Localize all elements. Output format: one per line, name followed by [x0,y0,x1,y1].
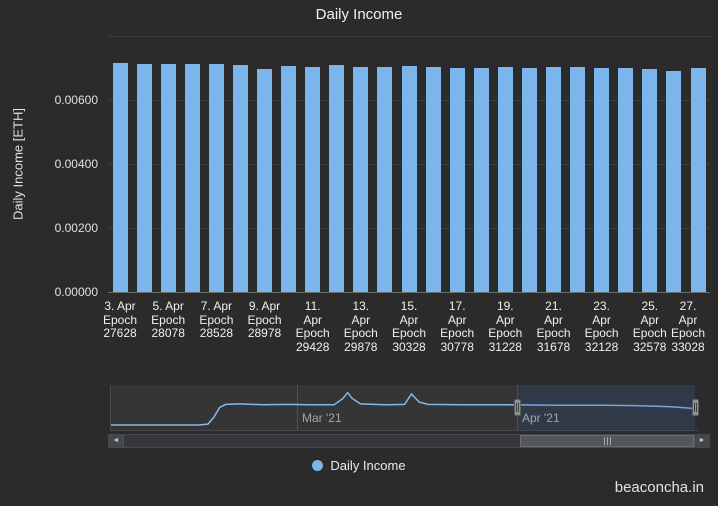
bar[interactable] [570,66,586,292]
navigator-series-line [111,391,698,426]
navigator-gridline [297,385,298,430]
navigator-month-label: Mar '21 [302,411,342,425]
bar[interactable] [160,63,176,292]
xtick-label: 17. Apr Epoch 30778 [440,299,475,354]
bar[interactable] [497,66,513,292]
x-axis-line [108,292,710,293]
bar[interactable] [546,67,561,292]
grip-icon [606,437,608,445]
xtick-label: 13. Apr Epoch 29878 [343,299,378,354]
grip-icon [609,437,611,445]
navigator-scrollbar[interactable]: ◄ ► [108,434,710,448]
bar[interactable] [401,66,417,292]
bar[interactable] [353,67,369,292]
bar[interactable] [618,68,634,292]
bar[interactable] [305,66,321,292]
bar[interactable] [208,64,224,292]
bar[interactable] [666,70,682,292]
navigator-month-label: Apr '21 [522,411,560,425]
legend-item-daily-income[interactable]: Daily Income [330,458,406,473]
xtick-label: 27. Apr Epoch 33028 [670,299,706,354]
bar[interactable] [425,67,441,292]
xtick-label: 19. Apr Epoch 31228 [488,299,523,354]
chart-title: Daily Income [315,6,403,23]
ytick-label: 0.00400 [54,157,98,171]
bar[interactable] [521,67,537,292]
ytick-label: 0.00200 [54,221,98,235]
bar[interactable] [449,68,465,292]
scrollbar-thumb[interactable] [520,435,694,447]
xtick-label: 9. Apr Epoch 28978 [247,299,282,340]
bar[interactable] [329,65,345,292]
xtick-label: 21. Apr Epoch 31678 [536,299,571,354]
navigator-mask-outside [111,385,517,430]
watermark-beaconcha: beaconcha.in [614,479,704,496]
navigator-handle-right[interactable] [692,399,699,416]
bar[interactable] [112,62,128,292]
xtick-label: 3. Apr Epoch 27628 [102,299,138,340]
gridline [108,36,710,37]
bar[interactable] [377,66,393,292]
bar[interactable] [642,69,658,292]
xtick-label: 23. Apr Epoch 32128 [584,299,619,354]
bar[interactable] [473,67,489,292]
bar[interactable] [594,67,610,292]
xtick-label: 7. Apr Epoch 28528 [199,299,234,340]
legend: Daily Income [0,458,718,473]
xtick-label: 11. Apr Epoch 29428 [295,299,330,354]
bar[interactable] [281,65,297,292]
navigator-handle-left[interactable] [514,399,521,416]
scrollbar-right-arrow-icon[interactable]: ► [694,435,709,447]
bar[interactable] [690,68,706,292]
navigator-selected-range[interactable] [517,385,695,430]
bar[interactable] [184,63,200,292]
bar[interactable] [232,65,248,292]
ytick-label: 0.00000 [54,285,98,299]
grip-icon [603,437,605,445]
xtick-label: 15. Apr Epoch 30328 [391,299,427,354]
xtick-label: 25. Apr Epoch 32578 [632,299,667,354]
bar[interactable] [257,68,272,292]
scrollbar-left-arrow-icon[interactable]: ◄ [109,435,124,447]
legend-marker-icon [312,460,324,471]
bar[interactable] [136,63,152,292]
navigator[interactable]: Mar '21 Apr '21 [110,385,699,431]
y-axis-title: Daily Income [ETH] [10,108,26,220]
xtick-label: 5. Apr Epoch 28078 [151,299,186,340]
ytick-label: 0.00600 [54,93,98,107]
